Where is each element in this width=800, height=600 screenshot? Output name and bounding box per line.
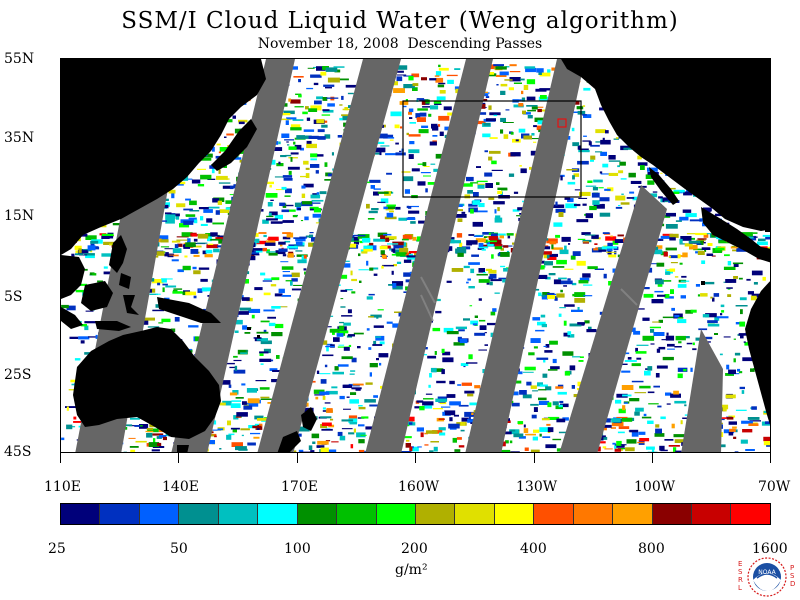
- colorbar-swatch: [494, 504, 535, 524]
- colorbar-label-800: 800: [638, 541, 665, 557]
- new-zealand: [301, 407, 317, 431]
- colorbar-swatch: [258, 504, 298, 524]
- lat-label-15n: 15N: [4, 208, 35, 224]
- lon-label-160w: 160W: [398, 479, 440, 495]
- lon-label-140e: 140E: [162, 479, 199, 495]
- colorbar-label-400: 400: [520, 541, 547, 557]
- colorbar-swatch: [692, 504, 732, 524]
- colorbar-swatch: [100, 504, 140, 524]
- lon-label-110e: 110E: [44, 479, 81, 495]
- lat-label-25s: 25S: [4, 367, 32, 383]
- colorbar-swatch: [139, 504, 180, 524]
- map-panel: [60, 58, 771, 453]
- southeast-asia: [61, 255, 85, 299]
- lat-label-5s: 5S: [4, 289, 23, 305]
- map-title: SSM/I Cloud Liquid Water (Weng algorithm…: [121, 8, 679, 34]
- colorbar-swatch: [455, 504, 495, 524]
- colorbar-swatch: [297, 504, 338, 524]
- lat-label-35n: 35N: [4, 130, 35, 146]
- colorbar-label-200: 200: [401, 541, 428, 557]
- colorbar-swatch: [218, 504, 259, 524]
- lon-label-70w: 70W: [758, 479, 791, 495]
- lat-label-55n: 55N: [4, 51, 35, 67]
- colorbar: [60, 503, 771, 525]
- region-box: [402, 100, 582, 198]
- asia-landmass: [61, 59, 266, 255]
- colorbar-swatch: [573, 504, 614, 524]
- australia: [73, 327, 221, 439]
- north-america: [561, 59, 770, 231]
- lon-label-130w: 130W: [516, 479, 558, 495]
- map-canvas: [61, 59, 770, 452]
- landmasses: [61, 59, 770, 452]
- colorbar-label-25: 25: [48, 541, 66, 557]
- marker-box: [557, 118, 567, 128]
- lat-label-45s: 45S: [4, 444, 32, 460]
- lon-label-100w: 100W: [634, 479, 676, 495]
- colorbar-swatch: [179, 504, 219, 524]
- central-america: [701, 207, 770, 263]
- lon-label-170e: 170E: [281, 479, 318, 495]
- colorbar-units: g/m²: [395, 562, 428, 578]
- colorbar-swatch: [731, 504, 770, 524]
- colorbar-label-50: 50: [170, 541, 188, 557]
- colorbar-label-1600: 1600: [752, 541, 788, 557]
- colorbar-swatch: [534, 504, 574, 524]
- colorbar-swatch: [61, 504, 101, 524]
- noaa-emblem-icon: NOAA: [747, 557, 787, 597]
- colorbar-swatch: [376, 504, 416, 524]
- south-america: [745, 281, 770, 425]
- new-guinea: [157, 297, 221, 323]
- colorbar-swatch: [613, 504, 653, 524]
- ship-tracks: [420, 276, 638, 322]
- colorbar-swatch: [652, 504, 692, 524]
- colorbar-swatch: [337, 504, 377, 524]
- colorbar-label-100: 100: [284, 541, 311, 557]
- map-subtitle: November 18, 2008 Descending Passes: [257, 36, 543, 52]
- logo-center-text: NOAA: [758, 569, 776, 576]
- colorbar-swatch: [415, 504, 456, 524]
